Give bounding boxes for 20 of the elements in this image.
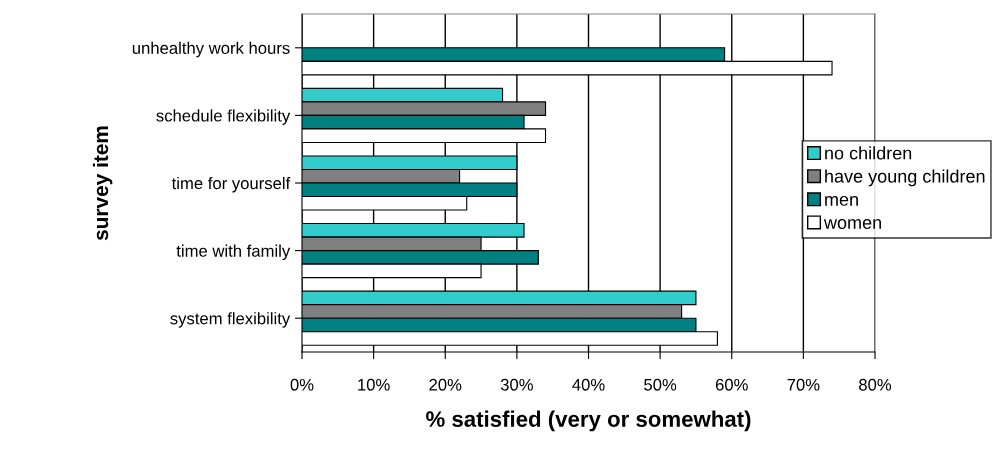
y-tick-label: unhealthy work hours (132, 41, 290, 58)
x-tick-label: 70% (787, 378, 820, 391)
x-tick-label: 30% (500, 378, 533, 391)
x-tick-label: 0% (290, 378, 314, 391)
x-tick-label: 10% (358, 378, 390, 391)
x-tick-label: 60% (715, 378, 748, 391)
y-tick-label: system flexibility (170, 312, 291, 328)
x-tick-label: 50% (644, 378, 677, 391)
legend-label: no children (825, 146, 912, 160)
x-tick-label: 40% (572, 378, 605, 391)
legend-label: have young children (825, 169, 985, 187)
x-tick-label: 20% (429, 378, 462, 391)
y-tick-label: schedule flexibility (156, 109, 291, 125)
x-axis-title: % satisfied (very or somewhat) (426, 410, 751, 432)
y-axis-title: survey item (92, 126, 113, 241)
y-tick-label: time for yourself (171, 176, 291, 193)
x-tick-label: 80% (859, 378, 892, 391)
legend-label: men (825, 195, 858, 206)
y-tick-label: time with family (176, 244, 291, 261)
legend-label: women (823, 219, 881, 229)
